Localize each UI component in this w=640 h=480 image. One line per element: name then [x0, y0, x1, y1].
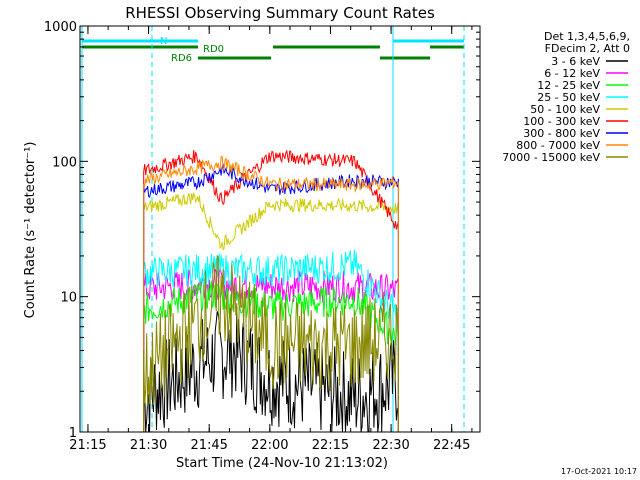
- y-tick-label: 1000: [44, 20, 77, 35]
- series-line: [143, 278, 399, 432]
- legend-label: 25 - 50 keV: [537, 91, 600, 104]
- rd6-label: RD6: [171, 53, 192, 64]
- x-axis-label: Start Time (24-Nov-10 21:13:02): [176, 456, 388, 471]
- rd0-label: RD0: [203, 44, 224, 55]
- footer-date: 17-Oct-2021 10:17: [561, 467, 637, 476]
- plot-data: [81, 26, 465, 433]
- legend-label: 50 - 100 keV: [530, 103, 600, 116]
- legend-label: 300 - 800 keV: [523, 127, 600, 140]
- y-axis-label: Count Rate (s⁻¹ detector⁻¹): [23, 142, 38, 319]
- series-line: [143, 249, 399, 432]
- legend-label: 800 - 7000 keV: [516, 139, 600, 152]
- series-line: [143, 155, 399, 432]
- plot-frame: [79, 25, 481, 433]
- series-line: [143, 267, 399, 432]
- legend-label: 6 - 12 keV: [544, 67, 600, 80]
- series-line: [143, 191, 399, 432]
- chart-title: RHESSI Observing Summary Count Rates: [125, 4, 435, 22]
- y-tick-label: 10: [60, 291, 77, 306]
- legend-header-line-2: FDecim 2, Att 0: [545, 42, 630, 55]
- x-tick-label: 22:30: [372, 438, 409, 453]
- x-tick-label: 22:00: [251, 438, 288, 453]
- legend-label: 7000 - 15000 keV: [502, 151, 600, 164]
- series-line: [143, 149, 399, 432]
- x-tick-label: 21:30: [130, 438, 167, 453]
- legend-label: 12 - 25 keV: [537, 79, 600, 92]
- legend-label: 100 - 300 keV: [523, 115, 600, 128]
- x-tick-label: 21:45: [190, 438, 227, 453]
- x-tick-label: 22:45: [433, 438, 470, 453]
- legend-header-line-1: Det 1,3,4,5,6,9,: [544, 30, 630, 43]
- series-line: [143, 163, 399, 432]
- x-tick-label: 22:15: [312, 438, 349, 453]
- series-line: [143, 254, 399, 432]
- series-line: [143, 306, 399, 433]
- n-label: N: [160, 36, 167, 47]
- y-tick-label: 100: [52, 155, 77, 170]
- legend: Det 1,3,4,5,6,9, FDecim 2, Att 0 3 - 6 k…: [502, 30, 630, 164]
- axes: 1 10 100 1000 21:15 21:30 21:45 22:00 22:15 22:30…: [44, 20, 480, 453]
- y-tick-label: 1: [69, 426, 77, 441]
- x-tick-label: 21:15: [69, 438, 106, 453]
- legend-label: 3 - 6 keV: [551, 55, 600, 68]
